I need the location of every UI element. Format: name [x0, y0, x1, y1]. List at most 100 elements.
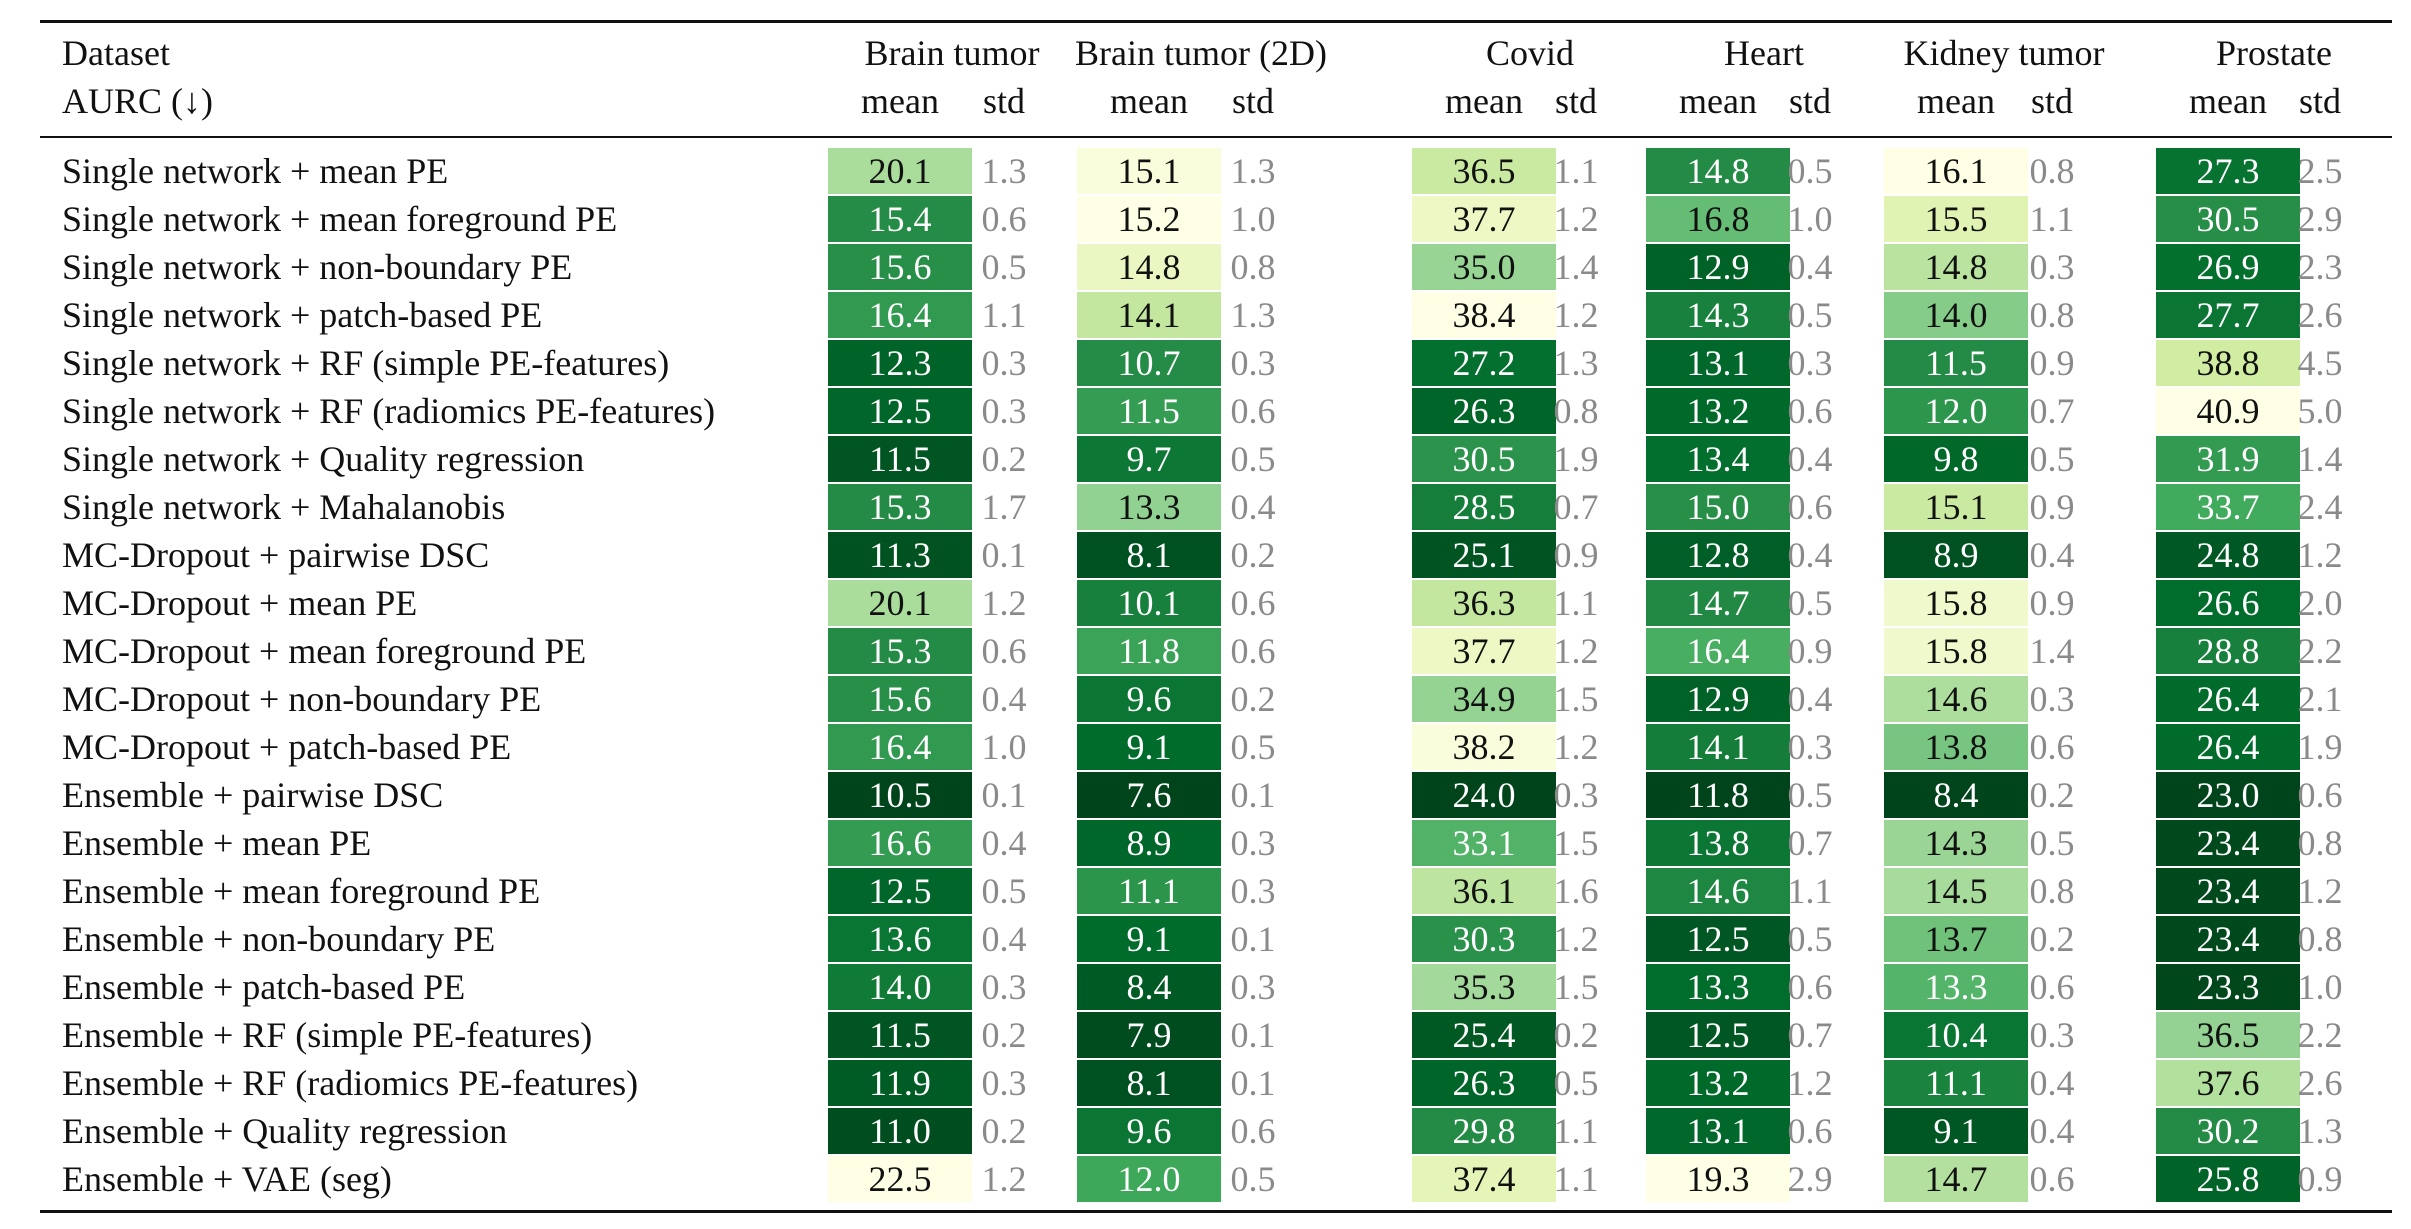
mean-cell: 37.6	[2156, 1060, 2300, 1106]
mean-cell: 11.8	[1077, 628, 1221, 674]
mean-cell: 8.1	[1077, 532, 1221, 578]
std-cell: 0.3	[1787, 727, 1833, 767]
std-cell: 0.3	[1553, 775, 1599, 815]
std-cell: 1.6	[1553, 871, 1599, 911]
header-rule	[40, 136, 2392, 138]
std-cell: 0.6	[1787, 967, 1833, 1007]
std-cell: 0.2	[1553, 1015, 1599, 1055]
std-cell: 1.2	[2297, 871, 2343, 911]
std-cell: 1.5	[1553, 823, 1599, 863]
mean-cell: 26.4	[2156, 676, 2300, 722]
metric-header: AURC (↓)	[62, 81, 213, 121]
std-cell: 0.4	[1787, 535, 1833, 575]
std-cell: 1.2	[2297, 535, 2343, 575]
std-cell: 0.8	[2029, 151, 2075, 191]
std-cell: 0.1	[1230, 1063, 1276, 1103]
mean-cell: 14.1	[1646, 724, 1790, 770]
mean-cell: 12.5	[828, 388, 972, 434]
row-label: Single network + patch-based PE	[62, 295, 543, 335]
std-cell: 1.1	[1553, 1159, 1599, 1199]
std-cell: 0.4	[2029, 1063, 2075, 1103]
std-cell: 1.0	[2297, 967, 2343, 1007]
row-label: Ensemble + RF (simple PE-features)	[62, 1015, 593, 1055]
std-cell: 1.3	[981, 151, 1027, 191]
std-cell: 0.1	[981, 535, 1027, 575]
mean-cell: 10.4	[1884, 1012, 2028, 1058]
mean-cell: 24.0	[1412, 772, 1556, 818]
mean-cell: 10.1	[1077, 580, 1221, 626]
std-cell: 0.1	[1230, 919, 1276, 959]
row-label: Ensemble + Quality regression	[62, 1111, 508, 1151]
std-cell: 1.1	[981, 295, 1027, 335]
mean-cell: 28.5	[1412, 484, 1556, 530]
mean-cell: 27.2	[1412, 340, 1556, 386]
mean-cell: 14.3	[1884, 820, 2028, 866]
dataset-column-header: Kidney tumor	[1903, 33, 2105, 73]
std-cell: 2.1	[2297, 679, 2343, 719]
std-cell: 0.1	[1230, 775, 1276, 815]
std-cell: 2.4	[2297, 487, 2343, 527]
std-cell: 0.6	[981, 631, 1027, 671]
mean-cell: 35.3	[1412, 964, 1556, 1010]
mean-cell: 23.4	[2156, 868, 2300, 914]
mean-cell: 25.8	[2156, 1156, 2300, 1202]
bottom-rule	[40, 1210, 2392, 1213]
row-label: MC-Dropout + patch-based PE	[62, 727, 512, 767]
std-cell: 0.2	[1230, 535, 1276, 575]
std-cell: 0.5	[1230, 439, 1276, 479]
std-cell: 1.2	[981, 1159, 1027, 1199]
std-cell: 1.2	[1553, 919, 1599, 959]
mean-cell: 13.3	[1077, 484, 1221, 530]
mean-cell: 15.6	[828, 676, 972, 722]
mean-cell: 13.2	[1646, 388, 1790, 434]
std-cell: 1.0	[1787, 199, 1833, 239]
std-cell: 0.9	[2297, 1159, 2343, 1199]
dataset-column-header: Covid	[1485, 33, 1574, 73]
mean-cell: 11.5	[1884, 340, 2028, 386]
mean-cell: 13.3	[1884, 964, 2028, 1010]
std-cell: 2.6	[2297, 1063, 2343, 1103]
std-cell: 1.0	[981, 727, 1027, 767]
mean-cell: 16.4	[828, 724, 972, 770]
std-cell: 2.6	[2297, 295, 2343, 335]
mean-cell: 31.9	[2156, 436, 2300, 482]
mean-cell: 38.4	[1412, 292, 1556, 338]
std-cell: 2.0	[2297, 583, 2343, 623]
row-label: Single network + RF (radiomics PE-featur…	[62, 391, 716, 431]
std-cell: 2.2	[2297, 1015, 2343, 1055]
std-subheader: std	[1231, 81, 1274, 121]
std-cell: 0.3	[981, 343, 1027, 383]
std-cell: 1.5	[1553, 967, 1599, 1007]
mean-cell: 12.0	[1884, 388, 2028, 434]
mean-cell: 30.5	[1412, 436, 1556, 482]
mean-cell: 14.8	[1077, 244, 1221, 290]
mean-cell: 9.8	[1884, 436, 2028, 482]
mean-cell: 37.7	[1412, 196, 1556, 242]
std-subheader: std	[982, 81, 1025, 121]
mean-cell: 16.8	[1646, 196, 1790, 242]
row-label: Single network + Mahalanobis	[62, 487, 506, 527]
mean-cell: 14.3	[1646, 292, 1790, 338]
mean-cell: 15.6	[828, 244, 972, 290]
mean-cell: 15.3	[828, 628, 972, 674]
std-cell: 0.8	[2297, 823, 2343, 863]
dataset-column-header: Prostate	[2216, 33, 2332, 73]
std-cell: 0.9	[2029, 487, 2075, 527]
mean-cell: 14.7	[1646, 580, 1790, 626]
mean-cell: 15.3	[828, 484, 972, 530]
mean-cell: 23.4	[2156, 820, 2300, 866]
row-label: MC-Dropout + non-boundary PE	[62, 679, 542, 719]
mean-cell: 15.1	[1077, 148, 1221, 194]
std-cell: 0.4	[1230, 487, 1276, 527]
mean-cell: 11.0	[828, 1108, 972, 1154]
mean-cell: 25.4	[1412, 1012, 1556, 1058]
mean-cell: 30.5	[2156, 196, 2300, 242]
std-cell: 1.2	[1553, 199, 1599, 239]
mean-cell: 26.4	[2156, 724, 2300, 770]
mean-cell: 7.9	[1077, 1012, 1221, 1058]
mean-subheader: mean	[1445, 81, 1523, 121]
mean-cell: 27.3	[2156, 148, 2300, 194]
mean-cell: 14.0	[1884, 292, 2028, 338]
std-cell: 0.5	[1787, 583, 1833, 623]
mean-cell: 27.7	[2156, 292, 2300, 338]
